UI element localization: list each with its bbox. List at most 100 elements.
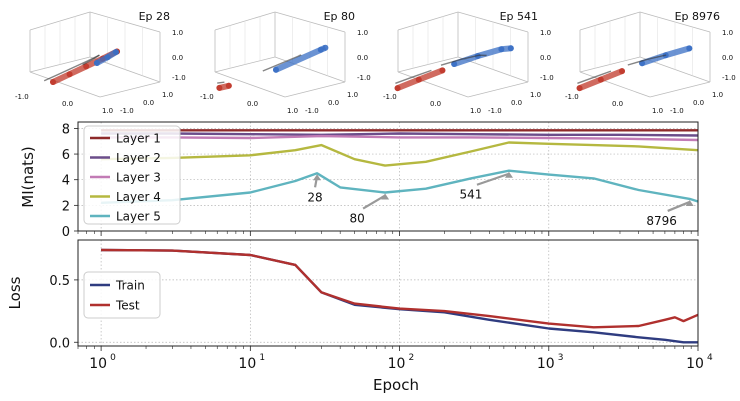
mi-y-tick-label: 0 [62,225,70,240]
panel-x-tick: 1.0 [470,107,481,115]
panel-x-tick: 1.0 [287,107,298,115]
panel-x-tick: 0.0 [247,100,258,108]
annotation-label: 28 [307,190,322,204]
panel-x-tick: -1.0 [15,93,29,101]
loss-y-tick-label: 0.5 [49,274,70,289]
loss-grid [78,240,699,346]
panel-z-tick: -1.0 [540,74,554,82]
panel-3d-1: Ep 281.00.0-1.0-1.00.01.0 -1.00.01.0 [15,10,186,115]
panel-x-tick: 1.0 [652,107,663,115]
panel-title: Ep 28 [139,10,170,23]
panel-series-trail [451,45,514,67]
x-tick-label: 10 [537,356,555,372]
panel-shadow-projection [217,81,225,84]
panel-point [273,66,279,73]
legend-label: Layer 1 [116,132,161,146]
panel-z-tick: 1.0 [722,29,733,37]
panel-box-edge [284,81,346,98]
panel-y-tick: 0.0 [143,99,154,107]
panel-z-tick: -1.0 [722,74,736,82]
loss-legend-box [83,271,161,319]
x-tick-label: 10 [238,356,256,372]
panel-shadow-projection [440,54,487,66]
panel-point [322,44,329,51]
annotation-arrowhead [685,199,694,206]
panel-3d-2: Ep 801.00.0-1.0-1.00.01.0 -1.00.01.0 [200,10,371,115]
panel-box-edge [29,71,101,98]
x-tick-exponent: 3 [558,353,564,363]
panel-point [439,67,446,74]
panel-title: Ep 80 [324,10,355,23]
loss-x-ticks: 10 0 10 1 10 2 10 3 10 4 [77,346,713,372]
panel-point [498,46,505,53]
panel-z-tick: 0.0 [172,54,183,62]
panel-shadow-projection [627,54,667,66]
panel-z-tick: 1.0 [172,29,183,37]
panel-point [597,76,604,83]
loss-ylabel: Loss [6,276,24,309]
mi-series-group [101,129,699,204]
panel-point [619,68,625,75]
3d-scatter-panels: Ep 281.00.0-1.0-1.00.01.0 -1.00.01.0Ep 80… [15,10,736,115]
annotation-arrowhead [504,171,513,178]
panel-point [104,54,111,61]
panel-point [50,79,56,85]
panel-point [83,63,90,70]
panel-point [112,49,119,56]
panel-box-edge [397,71,469,98]
legend-label: Train [115,279,145,293]
panel-y-tick: -1.0 [305,107,319,115]
panel-box-edge [214,71,286,98]
panel-shadow-projection [82,54,100,66]
mi-y-ticks: 0 2 4 6 8 [62,122,78,240]
mi-y-tick-label: 4 [62,174,70,189]
panel-y-tick: 0.0 [328,99,339,107]
x-tick-exponent: 4 [707,353,713,363]
mi-y-tick-label: 6 [62,148,70,163]
panel-point [507,45,514,52]
panel-title: Ep 541 [500,10,538,23]
panel-box-edge [649,81,711,98]
panel-z-tick: 0.0 [357,54,368,62]
x-tick-label: 10 [89,356,107,372]
mi-y-tick-label: 8 [62,122,70,137]
panel-x-tick: -1.0 [200,93,214,101]
mi-line-layer-2 [101,132,699,137]
legend-label: Test [115,299,140,313]
panel-x-tick: 0.0 [612,100,623,108]
annotation-label: 80 [349,212,364,226]
panel-shadow-projection [395,69,432,84]
panel-point [225,82,232,89]
x-tick-label: 10 [686,356,704,372]
panel-point [93,60,100,66]
loss-legend: Train Test [83,271,161,319]
panel-shadow-projection [262,54,302,72]
annotation-arrowhead [381,193,390,200]
panel-point [394,85,401,92]
panel-z-tick: 1.0 [357,29,368,37]
loss-plot: 0.00.5 10 0 10 1 10 2 10 3 10 4 Loss Epoch TrainT… [6,239,713,394]
mi-legend: Layer 1 Layer 2 Layer 3 Layer 4 Layer 5 [83,125,181,225]
loss-y-tick-label: 0.0 [49,336,70,351]
annotation-arrow [476,172,510,186]
panel-y-tick: -1.0 [670,107,684,115]
panel-box-edge [579,71,651,98]
panel-z-tick: 0.0 [722,54,733,62]
mi-legend-box [83,125,181,225]
panel-point [66,71,73,78]
panel-point [415,76,422,83]
annotation-arrow [362,194,386,210]
panel-box-edge [467,81,529,98]
panel-z-tick: -1.0 [172,74,186,82]
x-tick-exponent: 0 [110,353,116,363]
panel-y-tick: 1.0 [712,91,723,99]
mi-line-layer-5 [101,169,699,204]
annotation-arrowhead [313,174,322,181]
mi-annotations: 28 80 541 8796 [307,171,694,228]
annotation-label: 8796 [646,214,677,228]
panel-y-tick: 1.0 [162,91,173,99]
panel-x-tick: 0.0 [62,100,73,108]
